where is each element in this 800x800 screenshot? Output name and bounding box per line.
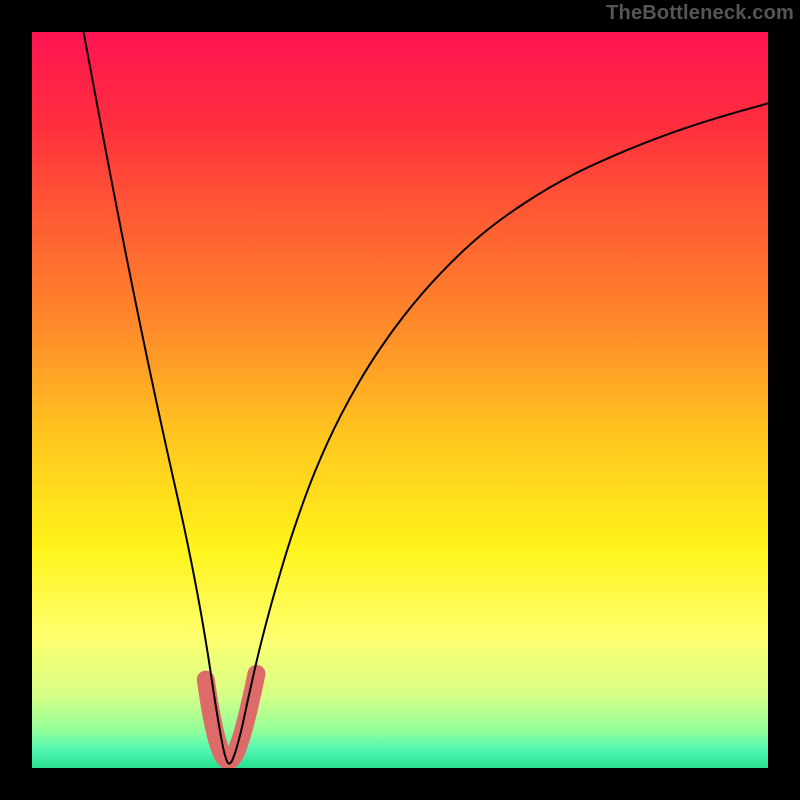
watermark-text: TheBottleneck.com (606, 2, 794, 25)
plot-background (32, 32, 768, 768)
chart-svg (0, 0, 800, 800)
stage: TheBottleneck.com (0, 0, 800, 800)
